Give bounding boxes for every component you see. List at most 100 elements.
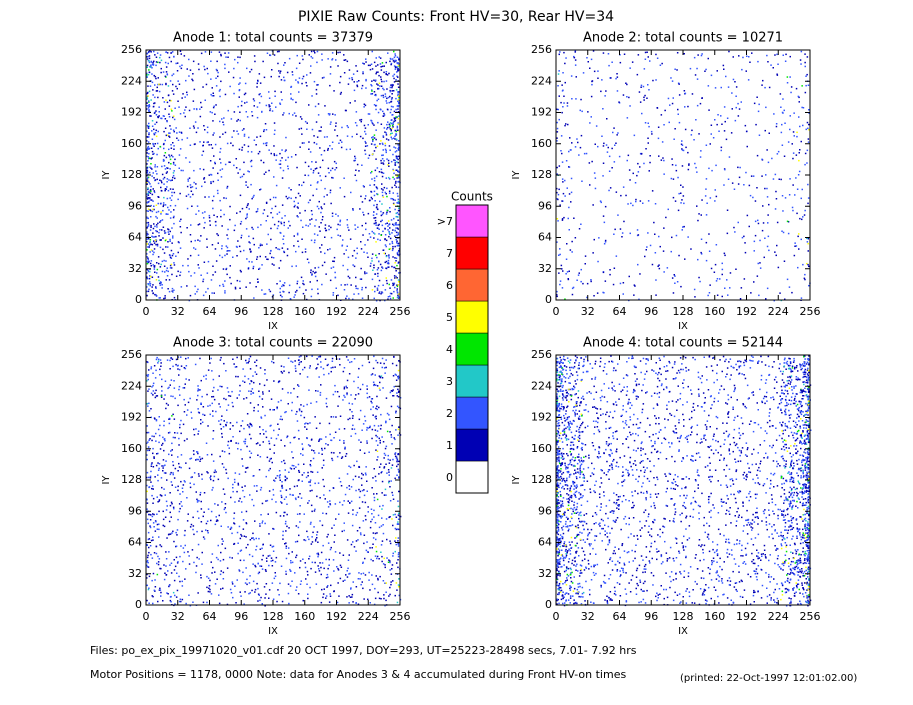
speckle-dot	[234, 366, 237, 368]
speckle-dot	[781, 144, 784, 146]
speckle-dot	[666, 267, 669, 269]
speckle-dot	[775, 198, 778, 200]
speckle-dot	[378, 597, 381, 600]
speckle-dot	[303, 366, 306, 369]
speckle-dot	[393, 275, 396, 277]
speckle-dot	[790, 91, 792, 94]
speckle-dot	[148, 546, 150, 549]
speckle-dot	[369, 236, 372, 238]
speckle-dot	[280, 496, 283, 499]
speckle-dot	[397, 93, 399, 95]
speckle-dot	[173, 148, 175, 150]
speckle-dot	[361, 364, 364, 367]
speckle-dot	[170, 147, 173, 149]
speckle-dot	[258, 102, 261, 104]
speckle-dot	[316, 84, 318, 86]
speckle-dot	[262, 543, 264, 546]
speckle-dot	[384, 604, 386, 607]
speckle-dot	[250, 159, 253, 162]
speckle-dot	[300, 219, 302, 222]
speckle-dot	[252, 375, 254, 377]
speckle-dot	[559, 51, 561, 53]
speckle-dot	[343, 522, 345, 524]
speckle-dot	[774, 208, 777, 210]
speckle-dot	[258, 73, 261, 75]
speckle-dot	[300, 410, 303, 413]
speckle-dot	[152, 105, 155, 108]
speckle-dot	[219, 573, 222, 576]
speckle-dot	[192, 193, 194, 196]
speckle-dot	[201, 154, 203, 156]
speckle-dot	[146, 52, 148, 55]
speckle-dot	[395, 429, 397, 431]
speckle-dot	[209, 111, 212, 113]
speckle-dot	[361, 581, 363, 583]
speckle-dot	[166, 505, 168, 507]
speckle-dot	[562, 181, 564, 183]
speckle-dot	[161, 486, 163, 489]
speckle-dot	[352, 264, 354, 266]
speckle-dot	[156, 178, 158, 181]
speckle-dot	[652, 79, 654, 82]
speckle-dot	[219, 385, 221, 388]
speckle-dot	[558, 188, 560, 191]
speckle-dot	[170, 267, 173, 269]
speckle-dot	[226, 603, 229, 606]
speckle-dot	[376, 459, 378, 461]
speckle-dot	[365, 61, 367, 63]
speckle-dot	[398, 99, 400, 102]
speckle-dot	[291, 409, 293, 412]
speckle-dot	[180, 501, 182, 503]
speckle-dot	[224, 503, 227, 505]
speckle-dot	[367, 239, 369, 241]
speckle-dot	[782, 210, 784, 212]
speckle-dot	[792, 157, 794, 160]
speckle-dot	[293, 206, 296, 208]
speckle-dot	[173, 130, 175, 133]
speckle-dot	[312, 457, 315, 460]
speckle-dot	[776, 74, 779, 76]
speckle-dot	[671, 102, 674, 105]
speckle-dot	[165, 83, 167, 86]
speckle-dot	[246, 67, 248, 70]
speckle-dot	[627, 154, 630, 157]
speckle-dot	[282, 114, 284, 116]
speckle-dot	[381, 366, 383, 369]
speckle-dot	[777, 266, 780, 269]
speckle-dot	[391, 242, 394, 245]
speckle-dot	[717, 114, 719, 116]
speckle-dot	[382, 154, 384, 156]
speckle-dot	[385, 80, 388, 82]
speckle-dot	[370, 520, 372, 523]
speckle-dot	[283, 515, 285, 517]
speckle-dot	[676, 69, 678, 71]
speckle-dot	[579, 109, 581, 112]
speckle-dot	[379, 85, 381, 87]
speckle-dot	[396, 202, 398, 204]
speckle-dot	[320, 222, 322, 224]
speckle-dot	[379, 263, 382, 266]
speckle-dot	[283, 235, 285, 237]
speckle-dot	[657, 137, 660, 140]
speckle-dot	[396, 66, 399, 68]
speckle-dot	[761, 229, 764, 232]
speckle-dot	[223, 397, 225, 400]
speckle-dot	[357, 287, 359, 290]
speckle-dot	[179, 423, 181, 426]
speckle-dot	[287, 167, 289, 170]
speckle-dot	[334, 384, 336, 387]
speckle-dot	[220, 588, 222, 590]
speckle-dot	[360, 241, 362, 243]
speckle-dot	[382, 284, 384, 286]
speckle-dot	[315, 219, 317, 221]
speckle-dot	[317, 390, 319, 392]
speckle-dot	[215, 520, 218, 522]
speckle-dot	[351, 411, 353, 413]
speckle-dot	[361, 164, 363, 166]
speckle-dot	[275, 437, 278, 440]
speckle-dot	[210, 174, 213, 176]
speckle-dot	[385, 149, 387, 152]
speckle-dot	[359, 532, 362, 534]
speckle-dot	[313, 233, 316, 235]
speckle-dot	[397, 224, 400, 226]
